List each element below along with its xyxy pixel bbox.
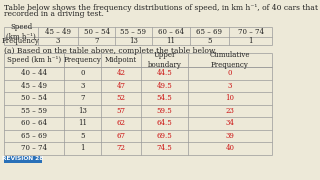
Text: 5: 5 [80, 132, 85, 140]
Text: Speed (km h⁻¹): Speed (km h⁻¹) [7, 56, 61, 64]
Text: 7: 7 [80, 94, 85, 102]
Text: 74.5: 74.5 [156, 144, 172, 152]
Text: 3: 3 [80, 82, 85, 90]
Text: 10: 10 [226, 94, 235, 102]
Text: 40: 40 [226, 144, 235, 152]
Text: Midpoint: Midpoint [105, 56, 137, 64]
Text: 34: 34 [226, 119, 235, 127]
Text: 3: 3 [56, 37, 60, 45]
Text: 65 – 69: 65 – 69 [196, 28, 222, 36]
Text: 57: 57 [116, 107, 125, 115]
Text: 60 – 64: 60 – 64 [21, 119, 47, 127]
Text: 3: 3 [228, 82, 232, 90]
Text: 45 – 49: 45 – 49 [45, 28, 71, 36]
Text: REVISION 28: REVISION 28 [2, 156, 44, 161]
Text: 70 – 74: 70 – 74 [237, 28, 263, 36]
Text: Frequency: Frequency [64, 56, 101, 64]
Text: 1: 1 [80, 144, 85, 152]
Text: 54.5: 54.5 [156, 94, 172, 102]
Text: 7: 7 [94, 37, 99, 45]
Text: 45 – 49: 45 – 49 [21, 82, 47, 90]
FancyBboxPatch shape [4, 156, 42, 163]
Text: 65 – 69: 65 – 69 [21, 132, 47, 140]
Text: recorded in a driving test.: recorded in a driving test. [4, 10, 104, 18]
Text: 11: 11 [78, 119, 87, 127]
Text: 39: 39 [226, 132, 235, 140]
Text: 60 – 64: 60 – 64 [158, 28, 184, 36]
Text: 52: 52 [116, 94, 125, 102]
Text: 5: 5 [207, 37, 212, 45]
Text: 13: 13 [129, 37, 138, 45]
Text: 1: 1 [248, 37, 253, 45]
Text: 23: 23 [226, 107, 235, 115]
Text: 13: 13 [78, 107, 87, 115]
Text: Table below shows the frequency distributions of speed, in km h⁻¹, of 40 cars th: Table below shows the frequency distribu… [4, 4, 320, 12]
Text: 50 – 54: 50 – 54 [21, 94, 47, 102]
Text: 55 – 59: 55 – 59 [121, 28, 147, 36]
Text: 0: 0 [80, 69, 85, 77]
Text: 69.5: 69.5 [156, 132, 172, 140]
Text: 62: 62 [116, 119, 125, 127]
Text: 49.5: 49.5 [156, 82, 172, 90]
Text: 64.5: 64.5 [156, 119, 172, 127]
Text: 72: 72 [116, 144, 125, 152]
Text: 11: 11 [166, 37, 175, 45]
Text: Cumulative
Frequency: Cumulative Frequency [210, 51, 250, 69]
Text: 55 – 59: 55 – 59 [21, 107, 47, 115]
Text: Frequency: Frequency [2, 37, 40, 45]
Text: Speed
(km h⁻¹): Speed (km h⁻¹) [6, 23, 36, 41]
Text: 50 – 54: 50 – 54 [84, 28, 109, 36]
Text: 40 – 44: 40 – 44 [21, 69, 47, 77]
Text: (a) Based on the table above, complete the table below.: (a) Based on the table above, complete t… [4, 47, 217, 55]
Text: 42: 42 [116, 69, 125, 77]
Text: 70 – 74: 70 – 74 [21, 144, 47, 152]
Text: 59.5: 59.5 [156, 107, 172, 115]
Text: 0: 0 [228, 69, 232, 77]
Text: 67: 67 [116, 132, 125, 140]
Text: Upper
boundary: Upper boundary [148, 51, 181, 69]
Text: 47: 47 [116, 82, 125, 90]
Text: 44.5: 44.5 [156, 69, 172, 77]
